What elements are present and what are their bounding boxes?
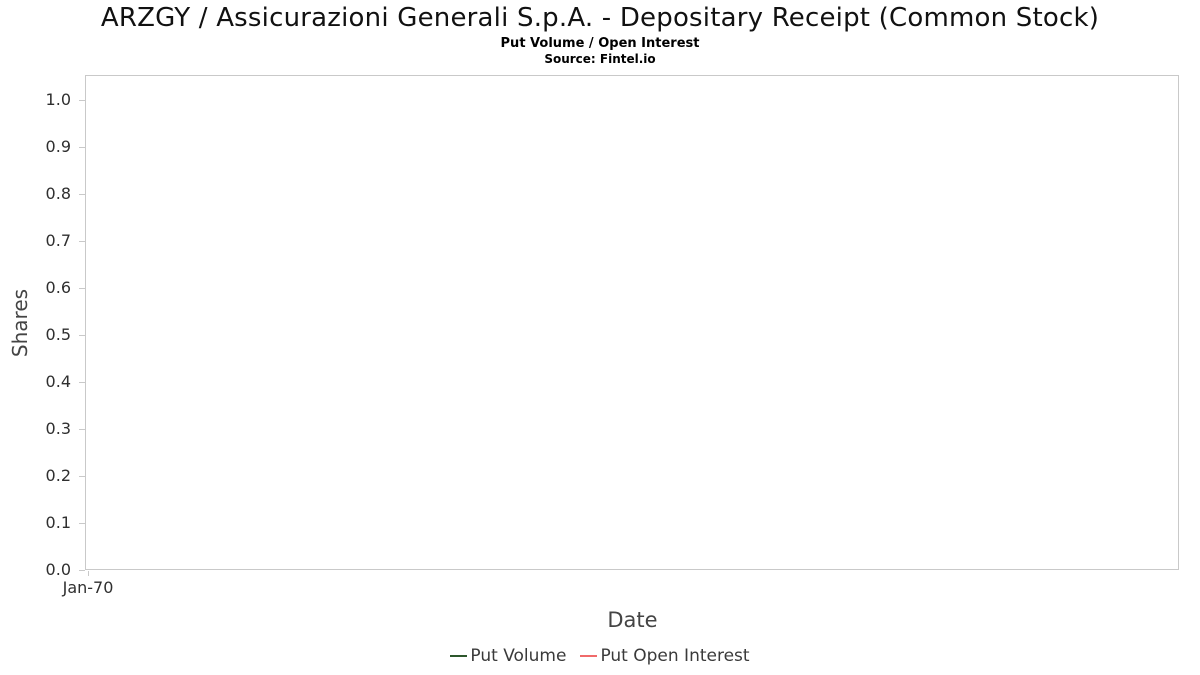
y-tick-mark <box>79 429 85 430</box>
y-tick-label: 0.7 <box>45 231 71 250</box>
y-tick: 0.3 <box>0 419 85 439</box>
y-tick-mark <box>79 382 85 383</box>
y-tick: 0.5 <box>0 325 85 345</box>
y-tick: 0.7 <box>0 231 85 251</box>
legend-item-put-volume[interactable]: Put Volume <box>450 646 566 666</box>
y-tick-mark <box>79 241 85 242</box>
y-tick-label: 0.8 <box>45 184 71 203</box>
y-tick-mark <box>79 523 85 524</box>
put-volume-line-marker <box>450 655 468 657</box>
y-tick-label: 0.4 <box>45 372 71 391</box>
y-tick-label: 0.0 <box>45 560 71 579</box>
legend-label-put-volume: Put Volume <box>470 646 567 666</box>
y-tick-mark <box>79 288 85 289</box>
y-tick-mark <box>79 147 85 148</box>
y-tick-mark <box>79 194 85 195</box>
y-tick-label: 0.9 <box>45 137 71 156</box>
chart-subtitle: Put Volume / Open Interest <box>500 36 700 51</box>
y-tick: 1.0 <box>0 90 85 110</box>
y-tick: 0.6 <box>0 278 85 298</box>
y-tick-label: 0.6 <box>45 278 71 297</box>
y-tick: 0.2 <box>0 466 85 486</box>
y-tick-mark <box>79 335 85 336</box>
legend-label-put-open-interest: Put Open Interest <box>600 646 750 666</box>
x-axis-title: Date <box>607 608 658 632</box>
chart-source-note: Source: Fintel.io <box>544 52 656 66</box>
legend-item-put-open-interest[interactable]: Put Open Interest <box>580 646 750 666</box>
chart-title: ARZGY / Assicurazioni Generali S.p.A. - … <box>100 3 1100 33</box>
y-tick-mark <box>79 100 85 101</box>
y-tick: 0.8 <box>0 184 85 204</box>
y-tick: 0.9 <box>0 137 85 157</box>
x-tick-label: Jan-70 <box>62 578 114 597</box>
y-tick: 0.4 <box>0 372 85 392</box>
legend: Put Volume Put Open Interest <box>0 646 1200 666</box>
y-tick-mark <box>79 570 85 571</box>
y-tick-label: 1.0 <box>45 90 71 109</box>
y-tick: 0.1 <box>0 513 85 533</box>
x-tick-mark <box>88 571 89 576</box>
plot-area <box>85 75 1179 570</box>
y-tick-label: 0.2 <box>45 466 71 485</box>
y-tick-label: 0.5 <box>45 325 71 344</box>
y-tick-mark <box>79 476 85 477</box>
y-tick-label: 0.3 <box>45 419 71 438</box>
y-tick-label: 0.1 <box>45 513 71 532</box>
y-axis-title: Shares <box>8 288 33 357</box>
y-tick: 0.0 <box>0 560 85 580</box>
put-open-interest-line-marker <box>580 655 598 657</box>
